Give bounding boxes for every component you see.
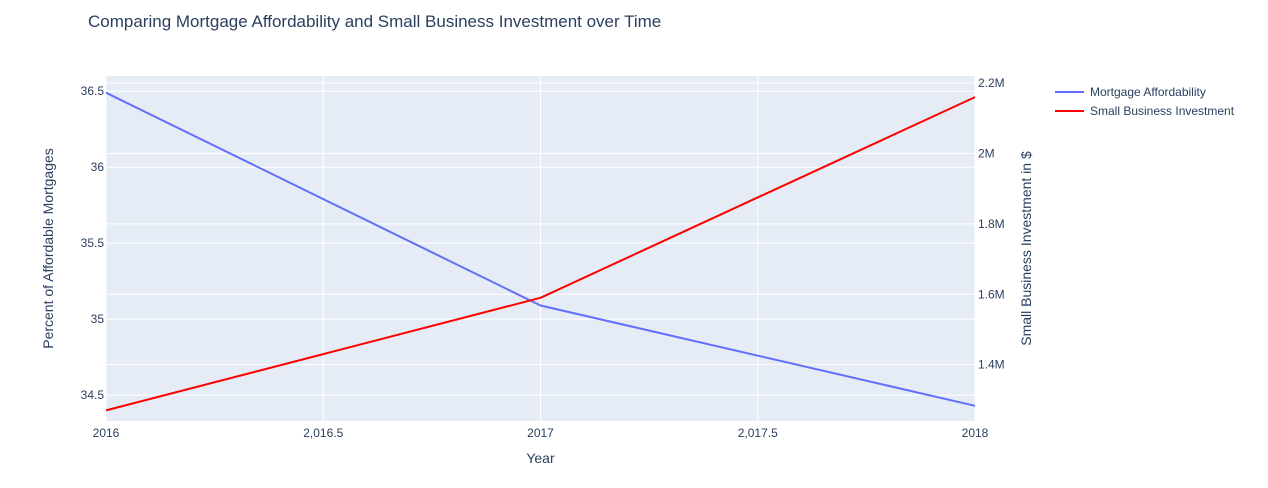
x-axis-ticks: 2016 2,016.5 2017 2,017.5 2018 <box>93 426 989 440</box>
y-right-tick-label: 2M <box>978 146 995 160</box>
series-line-small-business-investment <box>105 96 976 412</box>
legend-label: Mortgage Affordability <box>1090 85 1206 99</box>
legend-label: Small Business Investment <box>1090 104 1235 118</box>
series-lines <box>105 91 976 412</box>
series-line-mortgage-affordability <box>105 91 976 407</box>
y-right-axis-title: Small Business Investment in $ <box>1018 151 1034 346</box>
y-left-tick-label: 34.5 <box>81 388 105 402</box>
y-left-tick-label: 35.5 <box>81 236 105 250</box>
y-right-axis-ticks: 1.4M 1.6M 1.8M 2M 2.2M <box>978 76 1005 372</box>
legend-item[interactable]: Small Business Investment <box>1055 104 1235 118</box>
chart-title: Comparing Mortgage Affordability and Sma… <box>88 12 661 31</box>
legend-item[interactable]: Mortgage Affordability <box>1055 85 1206 99</box>
legend[interactable]: Mortgage Affordability Small Business Inv… <box>1055 85 1235 118</box>
y-left-tick-label: 36 <box>91 160 105 174</box>
y-left-axis-ticks: 34.5 35 35.5 36 36.5 <box>81 84 105 402</box>
y-left-axis-title: Percent of Affordable Mortgages <box>40 148 56 349</box>
x-tick-label: 2,016.5 <box>303 426 343 440</box>
x-tick-label: 2016 <box>93 426 120 440</box>
y-right-tick-label: 1.8M <box>978 217 1005 231</box>
x-tick-label: 2018 <box>962 426 989 440</box>
y-right-tick-label: 2.2M <box>978 76 1005 90</box>
y-left-tick-label: 35 <box>91 312 105 326</box>
x-axis-title: Year <box>526 450 555 466</box>
y-left-tick-label: 36.5 <box>81 84 105 98</box>
y-right-tick-label: 1.4M <box>978 358 1005 372</box>
x-tick-label: 2,017.5 <box>738 426 778 440</box>
y-right-tick-label: 1.6M <box>978 287 1005 301</box>
x-tick-label: 2017 <box>527 426 554 440</box>
gridlines <box>105 76 976 421</box>
